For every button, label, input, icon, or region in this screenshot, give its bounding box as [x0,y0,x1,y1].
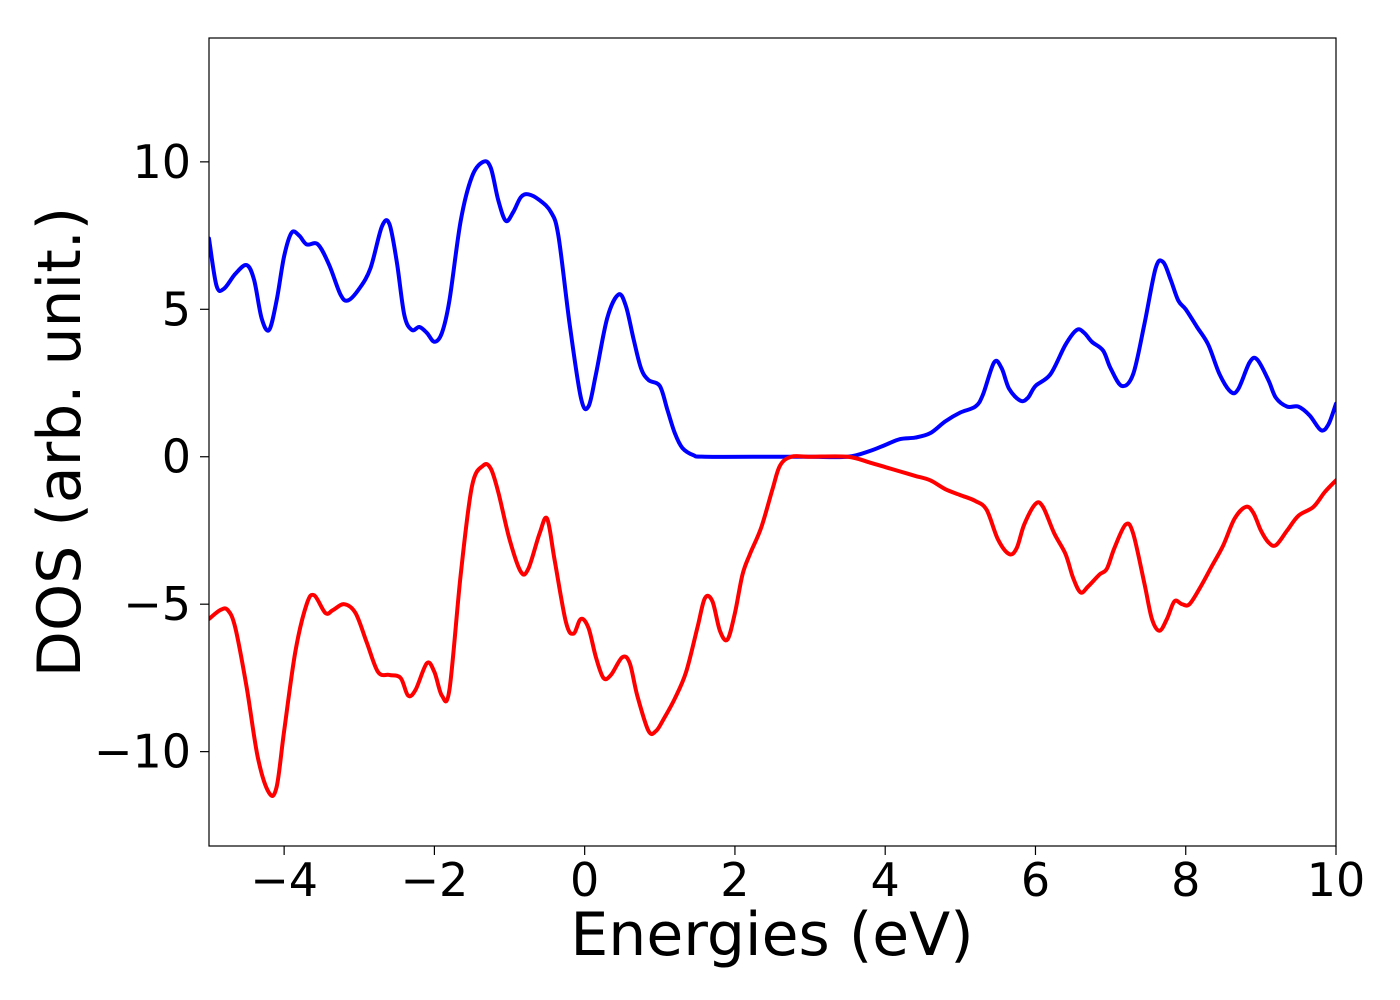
x-axis-label: Energies (eV) [570,900,973,970]
x-tick-label: 2 [720,853,749,907]
x-tick-label: 10 [1307,853,1366,907]
x-tick-label: 4 [871,853,900,907]
x-tick-label: −2 [400,853,468,907]
plot-frame [208,37,1337,847]
plot-area [208,37,1337,847]
series-line-1 [209,159,1336,460]
series-line-2 [209,454,1336,798]
y-tick-label: −5 [123,577,191,631]
y-tick-label: 10 [132,135,191,189]
x-tick-label: 8 [1171,853,1200,907]
x-tick-label: 6 [1021,853,1050,907]
y-tick-label: 5 [162,282,191,336]
x-tick-label: −4 [250,853,318,907]
x-axis: −4 −2 0 2 4 6 8 10 [250,846,1365,907]
y-tick-label: 0 [162,430,191,484]
x-tick-label: 0 [570,853,599,907]
y-axis-label: DOS (arb. unit.) [25,207,95,677]
series-layer [209,159,1336,798]
y-tick-label: −10 [94,725,191,779]
y-axis: 10 5 0 −5 −10 [94,135,209,779]
